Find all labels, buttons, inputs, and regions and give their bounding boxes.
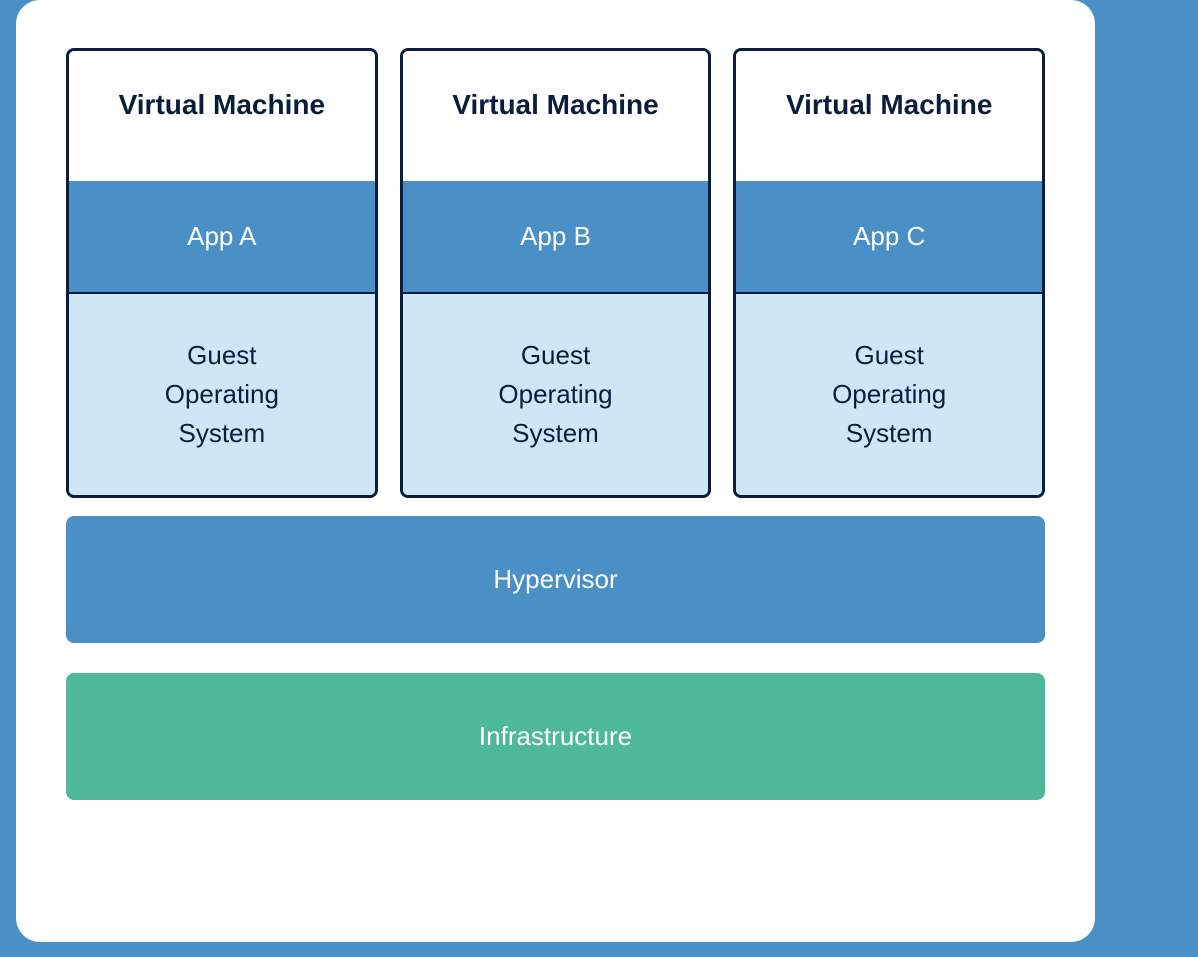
vm-os-line: System bbox=[498, 414, 612, 453]
vm-app-layer: App B bbox=[403, 181, 709, 294]
vm-app-layer: App A bbox=[69, 181, 375, 294]
vm-card-c: Virtual Machine App C Guest Operating Sy… bbox=[733, 48, 1045, 498]
vm-os-layer: Guest Operating System bbox=[403, 294, 709, 495]
hypervisor-layer: Hypervisor bbox=[66, 516, 1045, 643]
vm-title: Virtual Machine bbox=[69, 51, 375, 181]
vm-os-line: Guest bbox=[498, 336, 612, 375]
vm-os-line: Guest bbox=[832, 336, 946, 375]
vm-title: Virtual Machine bbox=[736, 51, 1042, 181]
vm-row: Virtual Machine App A Guest Operating Sy… bbox=[66, 48, 1045, 498]
vm-os-line: Operating bbox=[498, 375, 612, 414]
infrastructure-layer: Infrastructure bbox=[66, 673, 1045, 800]
vm-os-layer: Guest Operating System bbox=[736, 294, 1042, 495]
vm-os-layer: Guest Operating System bbox=[69, 294, 375, 495]
vm-os-line: System bbox=[165, 414, 279, 453]
vm-card-b: Virtual Machine App B Guest Operating Sy… bbox=[400, 48, 712, 498]
vm-os-line: Guest bbox=[165, 336, 279, 375]
diagram-card: Virtual Machine App A Guest Operating Sy… bbox=[16, 0, 1095, 942]
vm-os-line: Operating bbox=[165, 375, 279, 414]
vm-os-line: Operating bbox=[832, 375, 946, 414]
vm-app-layer: App C bbox=[736, 181, 1042, 294]
vm-title: Virtual Machine bbox=[403, 51, 709, 181]
vm-card-a: Virtual Machine App A Guest Operating Sy… bbox=[66, 48, 378, 498]
vm-os-line: System bbox=[832, 414, 946, 453]
